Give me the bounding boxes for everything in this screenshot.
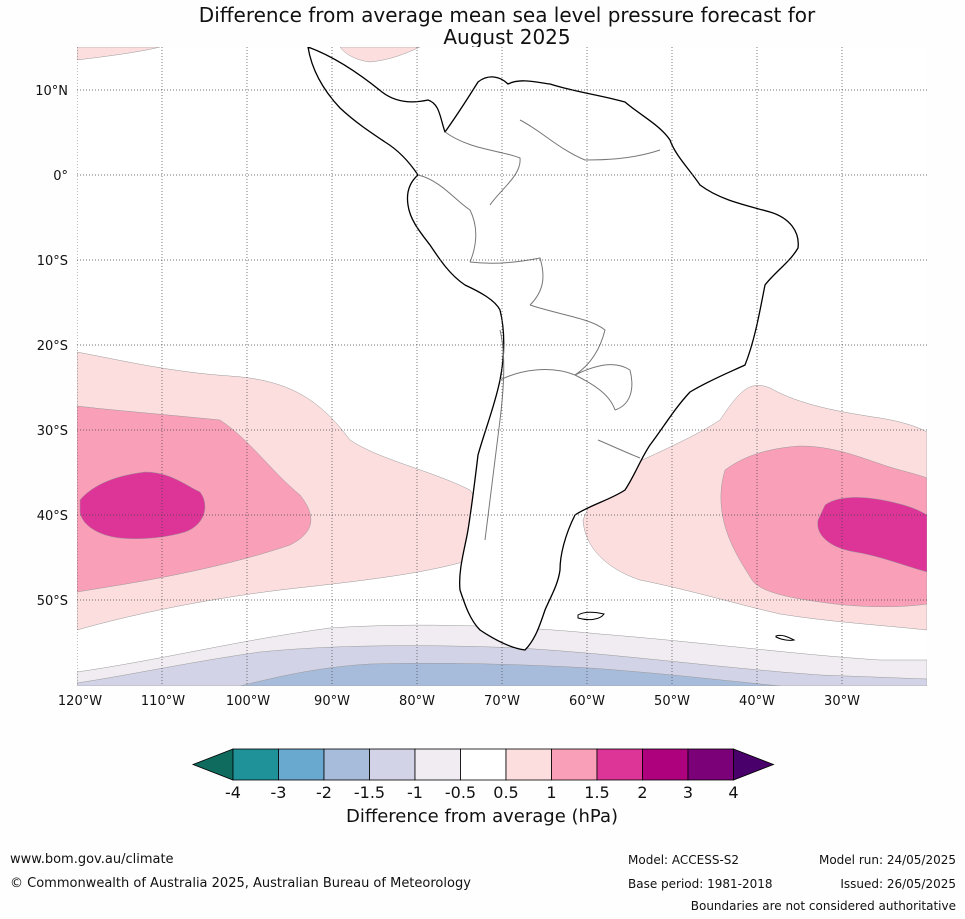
lon-label-60w: 60°W [569,694,605,709]
falkland-islands [577,611,605,621]
colorbar-tick-label: 2 [637,783,647,802]
gridlines [77,47,927,686]
lon-label-70w: 70°W [484,694,520,709]
footer-website: www.bom.gov.au/climate [10,852,174,867]
colorbar-tick-label: -3 [271,783,287,802]
colorbar-tick-labels: -4 -3 -2 -1.5 -1 -0.5 0.5 1 1.5 2 3 4 [225,783,739,802]
colorbar-tick-label: 3 [683,783,693,802]
footer-disclaimer: Boundaries are not considered authoritat… [690,899,956,913]
lon-label-110w: 110°W [141,694,185,709]
colorbar-swatch [596,748,643,781]
colorbar-swatch [551,748,598,781]
map-plot-area [77,47,927,686]
lat-label-0: 0° [53,169,68,184]
anomaly-east-1p5 [817,497,927,573]
footer-copyright: © Commonwealth of Australia 2025, Austra… [10,876,471,891]
footer-issued: Issued: 26/05/2025 [840,877,956,891]
lon-label-80w: 80°W [399,694,435,709]
lat-label-40s: 40°S [37,509,68,524]
lon-label-40w: 40°W [739,694,775,709]
lat-label-50s: 50°S [37,594,68,609]
latitude-labels: 10°N 0° 10°S 20°S 30°S 40°S 50°S [35,84,68,609]
lon-label-90w: 90°W [314,694,350,709]
colorbar-tick-label: 1.5 [584,783,609,802]
colorbar-tick-label: -0.5 [445,783,476,802]
colorbar-tick-label: -2 [316,783,332,802]
colorbar-swatch [460,748,507,781]
colorbar-swatch [642,748,689,781]
colorbar-swatches [191,748,775,781]
colorbar-swatch [687,748,734,781]
lat-label-10n: 10°N [35,84,68,99]
colorbar-tick-label: 4 [728,783,738,802]
map-title-line-2: August 2025 [443,25,571,49]
map-title: Difference from average mean sea level p… [0,4,965,48]
colorbar-swatch [505,748,552,781]
colorbar-tick-label: -4 [225,783,241,802]
lon-label-100w: 100°W [226,694,270,709]
anomaly-west-1p5 [79,471,206,539]
colorbar-swatch-above-max [733,748,775,781]
lat-label-30s: 30°S [37,424,68,439]
lat-label-20s: 20°S [37,339,68,354]
colorbar-swatch [414,748,461,781]
country-borders [417,119,661,541]
colorbar-tick-label: 1 [546,783,556,802]
map-title-line-1: Difference from average mean sea level p… [198,3,816,27]
colorbar-tick-label: -1.5 [354,783,385,802]
footer-base-period: Base period: 1981-2018 [628,877,773,891]
colorbar-swatch-below-min [191,748,234,781]
colorbar-tick-label: -1 [407,783,423,802]
colorbar-swatch [232,748,279,781]
lon-label-120w: 120°W [58,694,102,709]
lon-label-30w: 30°W [824,694,860,709]
anomaly-band-negative-1p5 [239,662,781,686]
colorbar-swatch [323,748,370,781]
colorbar-swatch [369,748,416,781]
footer-model-run: Model run: 24/05/2025 [818,853,956,867]
colorbar-label: Difference from average (hPa) [345,806,619,827]
south-georgia-island [775,634,796,641]
colorbar-tick-label: 0.5 [493,783,518,802]
anomaly-top-center-0p5 [339,47,421,63]
colorbar-swatch [278,748,325,781]
lat-label-10s: 10°S [37,254,68,269]
longitude-labels: 120°W 110°W 100°W 90°W 80°W 70°W 60°W 50… [58,694,860,709]
footer-model: Model: ACCESS-S2 [628,853,740,867]
lon-label-50w: 50°W [654,694,690,709]
south-america-land [307,47,799,651]
anomaly-top-left-0p5 [77,47,161,61]
